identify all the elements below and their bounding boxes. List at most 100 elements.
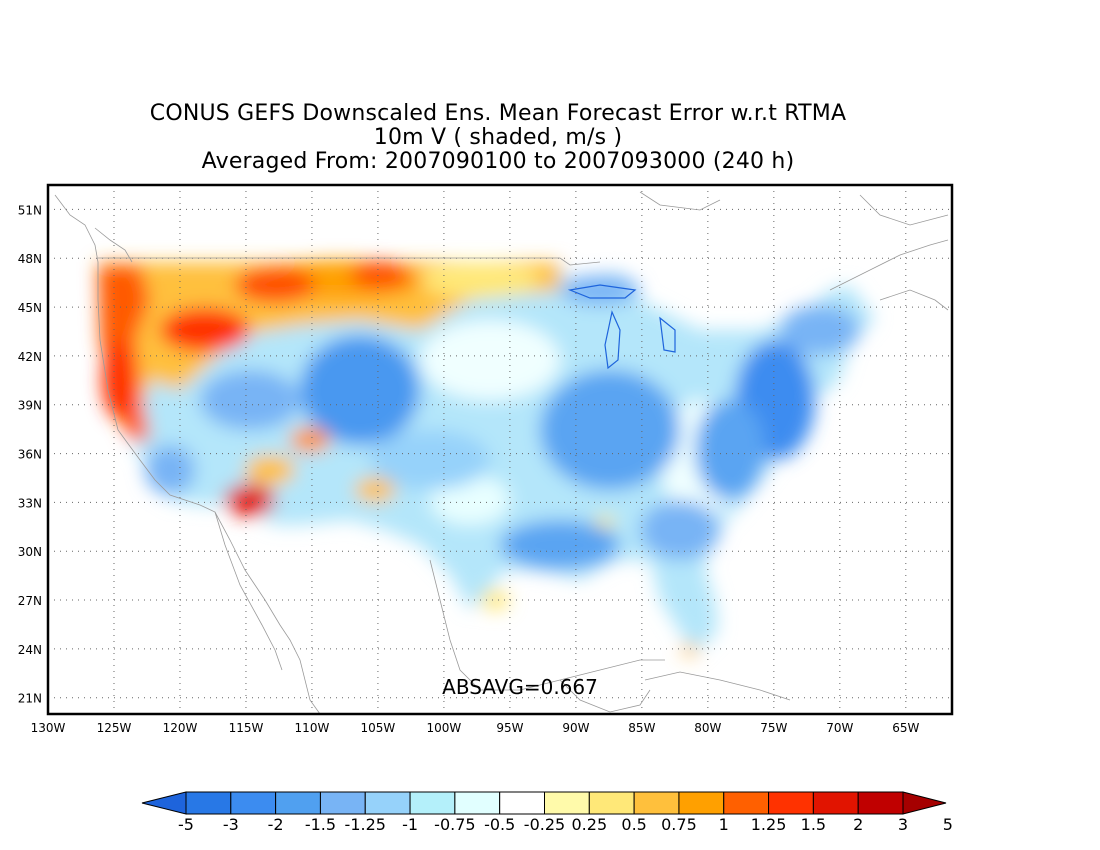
colorbar-label: 1.5 — [801, 815, 826, 834]
blue-region — [695, 400, 765, 500]
colorbar-arrow-right — [902, 791, 947, 815]
colorbar-labels: -5 -3 -2 -1.5 -1.25 -1 -0.75 -0.5 -0.25 0.25 0.5 0.… — [178, 815, 953, 834]
lon-label: 85W — [628, 721, 655, 735]
warm-region — [420, 262, 540, 298]
colorbar-label: 1 — [719, 815, 729, 834]
colorbar-label: -1.5 — [305, 815, 336, 834]
lat-label: 45N — [18, 301, 42, 315]
baffin-coastline — [859, 194, 949, 226]
blue-region — [370, 430, 490, 490]
lon-label: 100W — [427, 721, 462, 735]
blue-region — [640, 500, 720, 560]
colorbar-label: 2 — [853, 815, 863, 834]
warm-region — [481, 590, 509, 610]
colorbar-box — [185, 791, 232, 815]
lon-label: 120W — [163, 721, 198, 735]
lon-label: 75W — [760, 721, 787, 735]
blue-region — [500, 520, 620, 570]
colorbar-box — [364, 791, 411, 815]
absavg-annotation: ABSAVG=0.667 — [442, 675, 598, 699]
hot-region — [225, 484, 275, 516]
great-lakes — [567, 284, 676, 370]
title-line-3: Averaged From: 2007090100 to 2007093000 … — [201, 149, 795, 174]
lon-label: 130W — [31, 721, 66, 735]
title-line-1: CONUS GEFS Downscaled Ens. Mean Forecast… — [149, 101, 847, 126]
colorbar-box — [768, 791, 814, 815]
colorbar-box — [678, 791, 725, 815]
latitude-labels: 51N 48N 45N 42N 39N 36N 33N 30N 27N 24N 21N — [18, 203, 42, 705]
lake-huron — [659, 316, 676, 353]
lat-label: 39N — [18, 399, 42, 413]
lon-label: 65W — [892, 721, 919, 735]
warm-region — [595, 516, 615, 528]
coastlines — [54, 191, 949, 714]
colorbar-label: -2 — [268, 815, 284, 834]
lat-label: 24N — [18, 643, 42, 657]
warm-region — [245, 455, 295, 485]
canada-border — [98, 257, 601, 266]
warm-region — [682, 644, 698, 656]
hot-region — [235, 267, 315, 303]
light-region — [420, 320, 560, 400]
colorbar-label: 0.5 — [621, 815, 646, 834]
colorbar-label: 5 — [943, 815, 953, 834]
colorbar-label: -0.5 — [484, 815, 515, 834]
hudson-coastline — [639, 191, 721, 211]
colorbar-box — [633, 791, 680, 815]
lon-label: 110W — [295, 721, 330, 735]
colorbar-box — [409, 791, 456, 815]
west-coastline — [54, 194, 321, 714]
map-frame — [46, 183, 954, 716]
colorbar-label: 0.25 — [572, 815, 608, 834]
lat-label: 27N — [18, 594, 42, 608]
warm-region — [290, 428, 330, 452]
colorbar-label: -3 — [223, 815, 239, 834]
lat-label: 51N — [18, 203, 42, 217]
lon-label: 80W — [694, 721, 721, 735]
colorbar-box — [499, 791, 545, 815]
colorbar-boxes — [141, 791, 947, 815]
canada-coastline — [829, 239, 949, 291]
yucatan-coastline — [559, 679, 651, 713]
blue-region — [300, 335, 420, 445]
colorbar-box — [544, 791, 590, 815]
vancouver-island-coastline — [94, 227, 133, 263]
warm-region — [355, 478, 395, 502]
colorbar-box — [275, 791, 321, 815]
hot-region — [160, 308, 250, 352]
colorbar-label: 0.75 — [661, 815, 697, 834]
lon-label: 95W — [496, 721, 523, 735]
colorbar-box — [857, 791, 904, 815]
gulf-coastline — [429, 559, 665, 691]
colorbar-arrow-left — [141, 791, 187, 815]
colorbar-box — [454, 791, 501, 815]
colorbar-label: -0.75 — [434, 815, 475, 834]
lon-label: 70W — [826, 721, 853, 735]
shaded-field — [98, 260, 875, 656]
baja-coastline — [214, 511, 283, 671]
colorbar-box — [319, 791, 366, 815]
blue-region — [200, 370, 300, 430]
lon-label: 105W — [361, 721, 396, 735]
lat-label: 21N — [18, 692, 42, 706]
lon-label: 115W — [229, 721, 264, 735]
title-line-2: 10m V ( shaded, m/s ) — [373, 125, 623, 150]
lake-michigan — [604, 310, 621, 370]
colorbar-label: -1.25 — [345, 815, 386, 834]
lat-label: 30N — [18, 545, 42, 559]
colorbar-box — [812, 791, 859, 815]
plot-title: CONUS GEFS Downscaled Ens. Mean Forecast… — [0, 102, 996, 174]
lake-superior — [567, 284, 637, 299]
warm-band-north — [98, 262, 560, 440]
blue-region — [540, 370, 680, 490]
hot-region — [102, 340, 138, 420]
colorbar-box — [588, 791, 635, 815]
lon-label: 125W — [97, 721, 132, 735]
colorbar-label: 3 — [898, 815, 908, 834]
cuba-coastline — [644, 671, 791, 701]
colorbar-label: -0.25 — [524, 815, 565, 834]
colorbar-label: -1 — [402, 815, 418, 834]
longitude-labels: 130W 125W 120W 115W 110W 105W 100W 95W 90W 85W 80W… — [31, 721, 920, 735]
